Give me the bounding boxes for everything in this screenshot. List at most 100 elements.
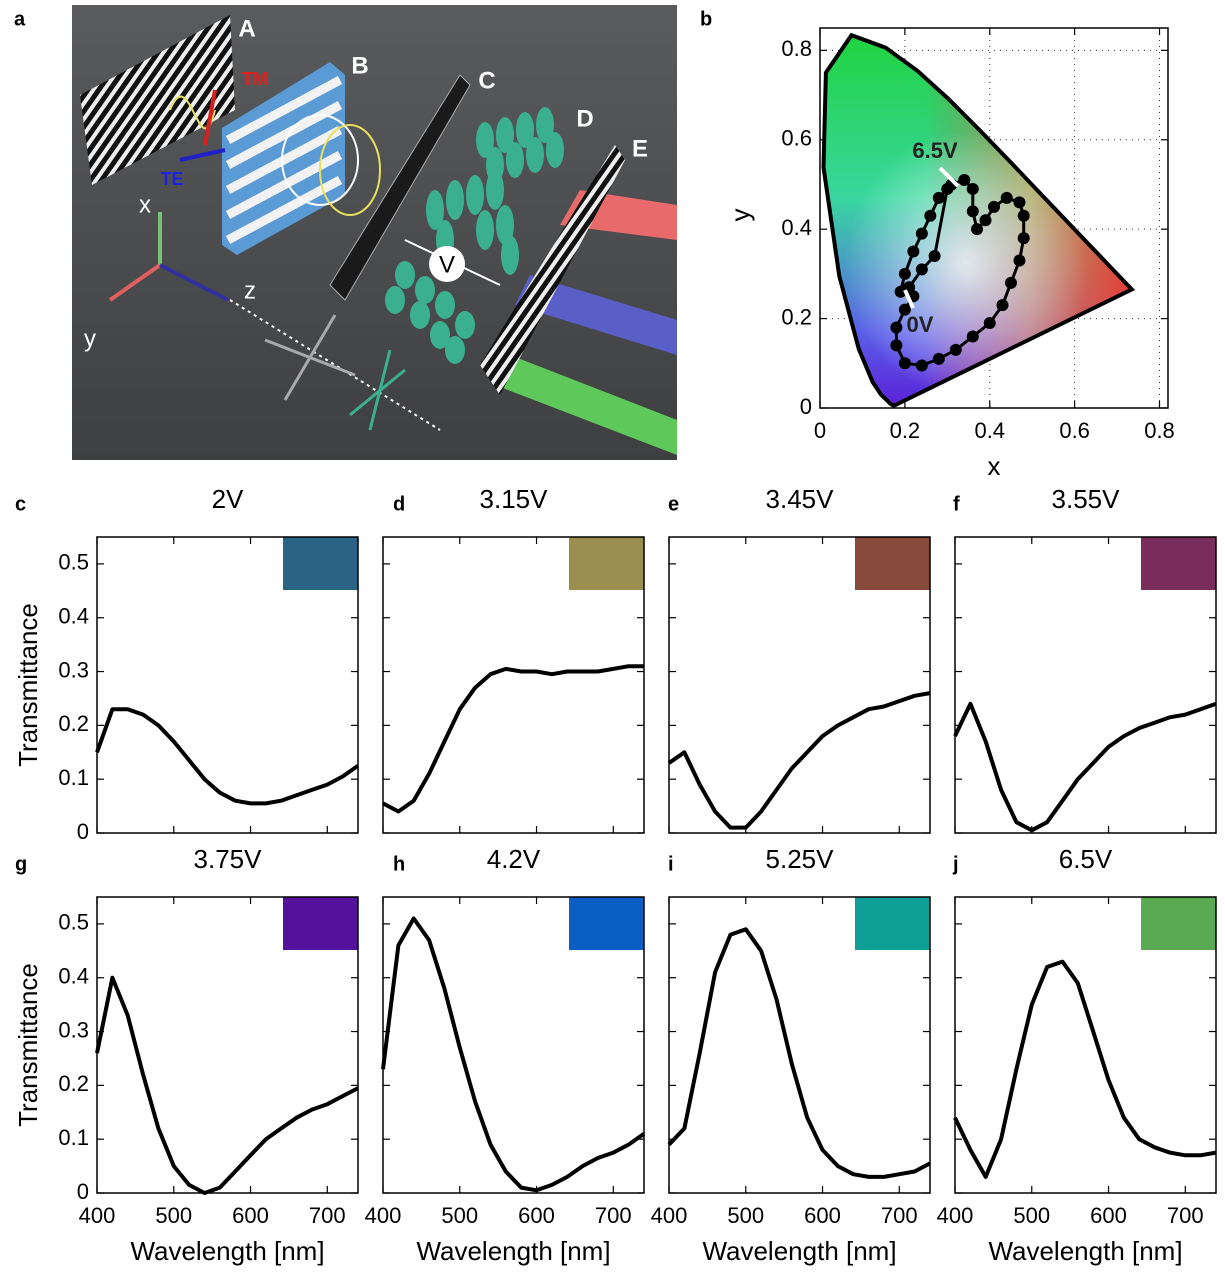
voltage-label: V xyxy=(439,251,455,278)
trajectory-line xyxy=(894,178,1026,368)
color-swatch xyxy=(855,537,930,590)
cell-c xyxy=(329,74,471,301)
analyzer-e xyxy=(480,145,625,395)
x-tick-label: 400 xyxy=(937,1203,974,1228)
polarization-arrow xyxy=(349,368,406,417)
trajectory-point xyxy=(1013,254,1026,267)
plot-frame xyxy=(96,896,359,1194)
component-label: D xyxy=(576,105,593,132)
plot-frame xyxy=(382,896,645,1194)
x-tick-label: 0.2 xyxy=(890,418,921,443)
annotation-pointer xyxy=(903,289,915,309)
component-label: B xyxy=(351,52,368,79)
beam-green xyxy=(495,355,677,455)
spectrum-line xyxy=(382,664,644,814)
spectrum-line xyxy=(953,701,1217,833)
y-axis-label: Transmittance xyxy=(13,603,43,767)
color-swatch xyxy=(569,897,644,950)
component-label: C xyxy=(478,67,495,94)
spectrum-line xyxy=(953,959,1217,1179)
trajectory-point xyxy=(890,321,903,334)
y-tick-label: 0.2 xyxy=(58,711,89,736)
x-tick-label: 0.8 xyxy=(1144,418,1175,443)
trajectory-point xyxy=(907,245,920,258)
spectral-locus xyxy=(821,32,1136,409)
te-label: TE xyxy=(160,169,183,189)
x-tick-label: 600 xyxy=(804,1203,841,1228)
plot-frame xyxy=(954,896,1217,1194)
chart-title: 4.2V xyxy=(487,844,541,874)
spectrum-line xyxy=(95,707,360,806)
annotation: 6.5V xyxy=(912,138,958,163)
annotation: 0V xyxy=(907,312,934,337)
polarization-ring xyxy=(319,124,381,216)
y-tick-label: 0.2 xyxy=(58,1071,89,1096)
plot-frame xyxy=(668,896,931,1194)
x-tick-label: 400 xyxy=(651,1203,688,1228)
grating-lines xyxy=(225,76,343,244)
panel-label: e xyxy=(668,493,679,515)
panel-label: b xyxy=(700,8,712,30)
trajectory-point xyxy=(932,191,945,204)
trajectory-point xyxy=(1000,191,1013,204)
x-tick-label: 700 xyxy=(881,1203,918,1228)
chart-title: 2V xyxy=(212,484,244,514)
chart-title: 3.45V xyxy=(766,484,835,514)
trajectory-point xyxy=(1017,232,1030,245)
trajectory-point xyxy=(928,250,941,262)
trajectory-point xyxy=(971,223,984,236)
component-label: E xyxy=(632,135,648,162)
y-tick-label: 0.8 xyxy=(781,36,812,61)
x-tick-label: 0.6 xyxy=(1059,418,1090,443)
y-tick-label: 0.3 xyxy=(58,1017,89,1042)
annotation-pointer xyxy=(938,166,960,188)
color-swatch xyxy=(1141,897,1216,950)
liquid-crystals xyxy=(385,107,564,364)
panel-label: d xyxy=(393,493,405,515)
y-tick-label: 0 xyxy=(77,819,89,844)
trajectory-point xyxy=(966,182,979,195)
x-tick-label: 600 xyxy=(232,1203,269,1228)
trajectory-point xyxy=(1013,196,1026,209)
y-axis-label: Transmittance xyxy=(13,963,43,1127)
axis-label: z xyxy=(244,277,256,304)
y-tick-label: 0.6 xyxy=(781,126,812,151)
y-tick-label: 0.5 xyxy=(58,550,89,575)
panel-label: a xyxy=(14,8,26,30)
y-axis-label: y xyxy=(725,209,755,222)
panel-label: i xyxy=(668,853,674,875)
tm-vector xyxy=(203,89,217,146)
color-swatch xyxy=(855,897,930,950)
y-tick-label: 0.4 xyxy=(58,964,89,989)
trajectory-point xyxy=(924,209,937,222)
trajectory-point xyxy=(890,339,903,352)
trajectory-point xyxy=(915,263,928,276)
polarizer-a xyxy=(80,15,235,185)
y-tick-label: 0.5 xyxy=(58,910,89,935)
chart-title: 6.5V xyxy=(1059,844,1113,874)
polarization-arrow xyxy=(264,338,356,377)
x-tick-label: 0 xyxy=(814,418,826,443)
x-axis-label: Wavelength [nm] xyxy=(988,1236,1182,1266)
x-tick-label: 500 xyxy=(1013,1203,1050,1228)
color-swatch xyxy=(283,897,358,950)
x-axis-label: Wavelength [nm] xyxy=(130,1236,324,1266)
y-tick-label: 0 xyxy=(77,1179,89,1204)
trajectory-point xyxy=(898,303,911,316)
spectrum-line xyxy=(667,927,931,1179)
y-tick-label: 0.3 xyxy=(58,657,89,682)
x-tick-label: 600 xyxy=(1090,1203,1127,1228)
panel-label: c xyxy=(15,493,26,515)
y-tick-label: 0.1 xyxy=(58,765,89,790)
trajectory-point xyxy=(996,299,1009,312)
optical-axis xyxy=(229,299,441,431)
trajectory-point xyxy=(958,174,971,186)
trajectory-point xyxy=(983,317,996,330)
x-axis-label: Wavelength [nm] xyxy=(416,1236,610,1266)
trajectory-point xyxy=(966,205,979,218)
trajectory-point xyxy=(915,359,928,372)
plot-frame xyxy=(668,536,931,834)
spectrum-line xyxy=(95,975,359,1195)
